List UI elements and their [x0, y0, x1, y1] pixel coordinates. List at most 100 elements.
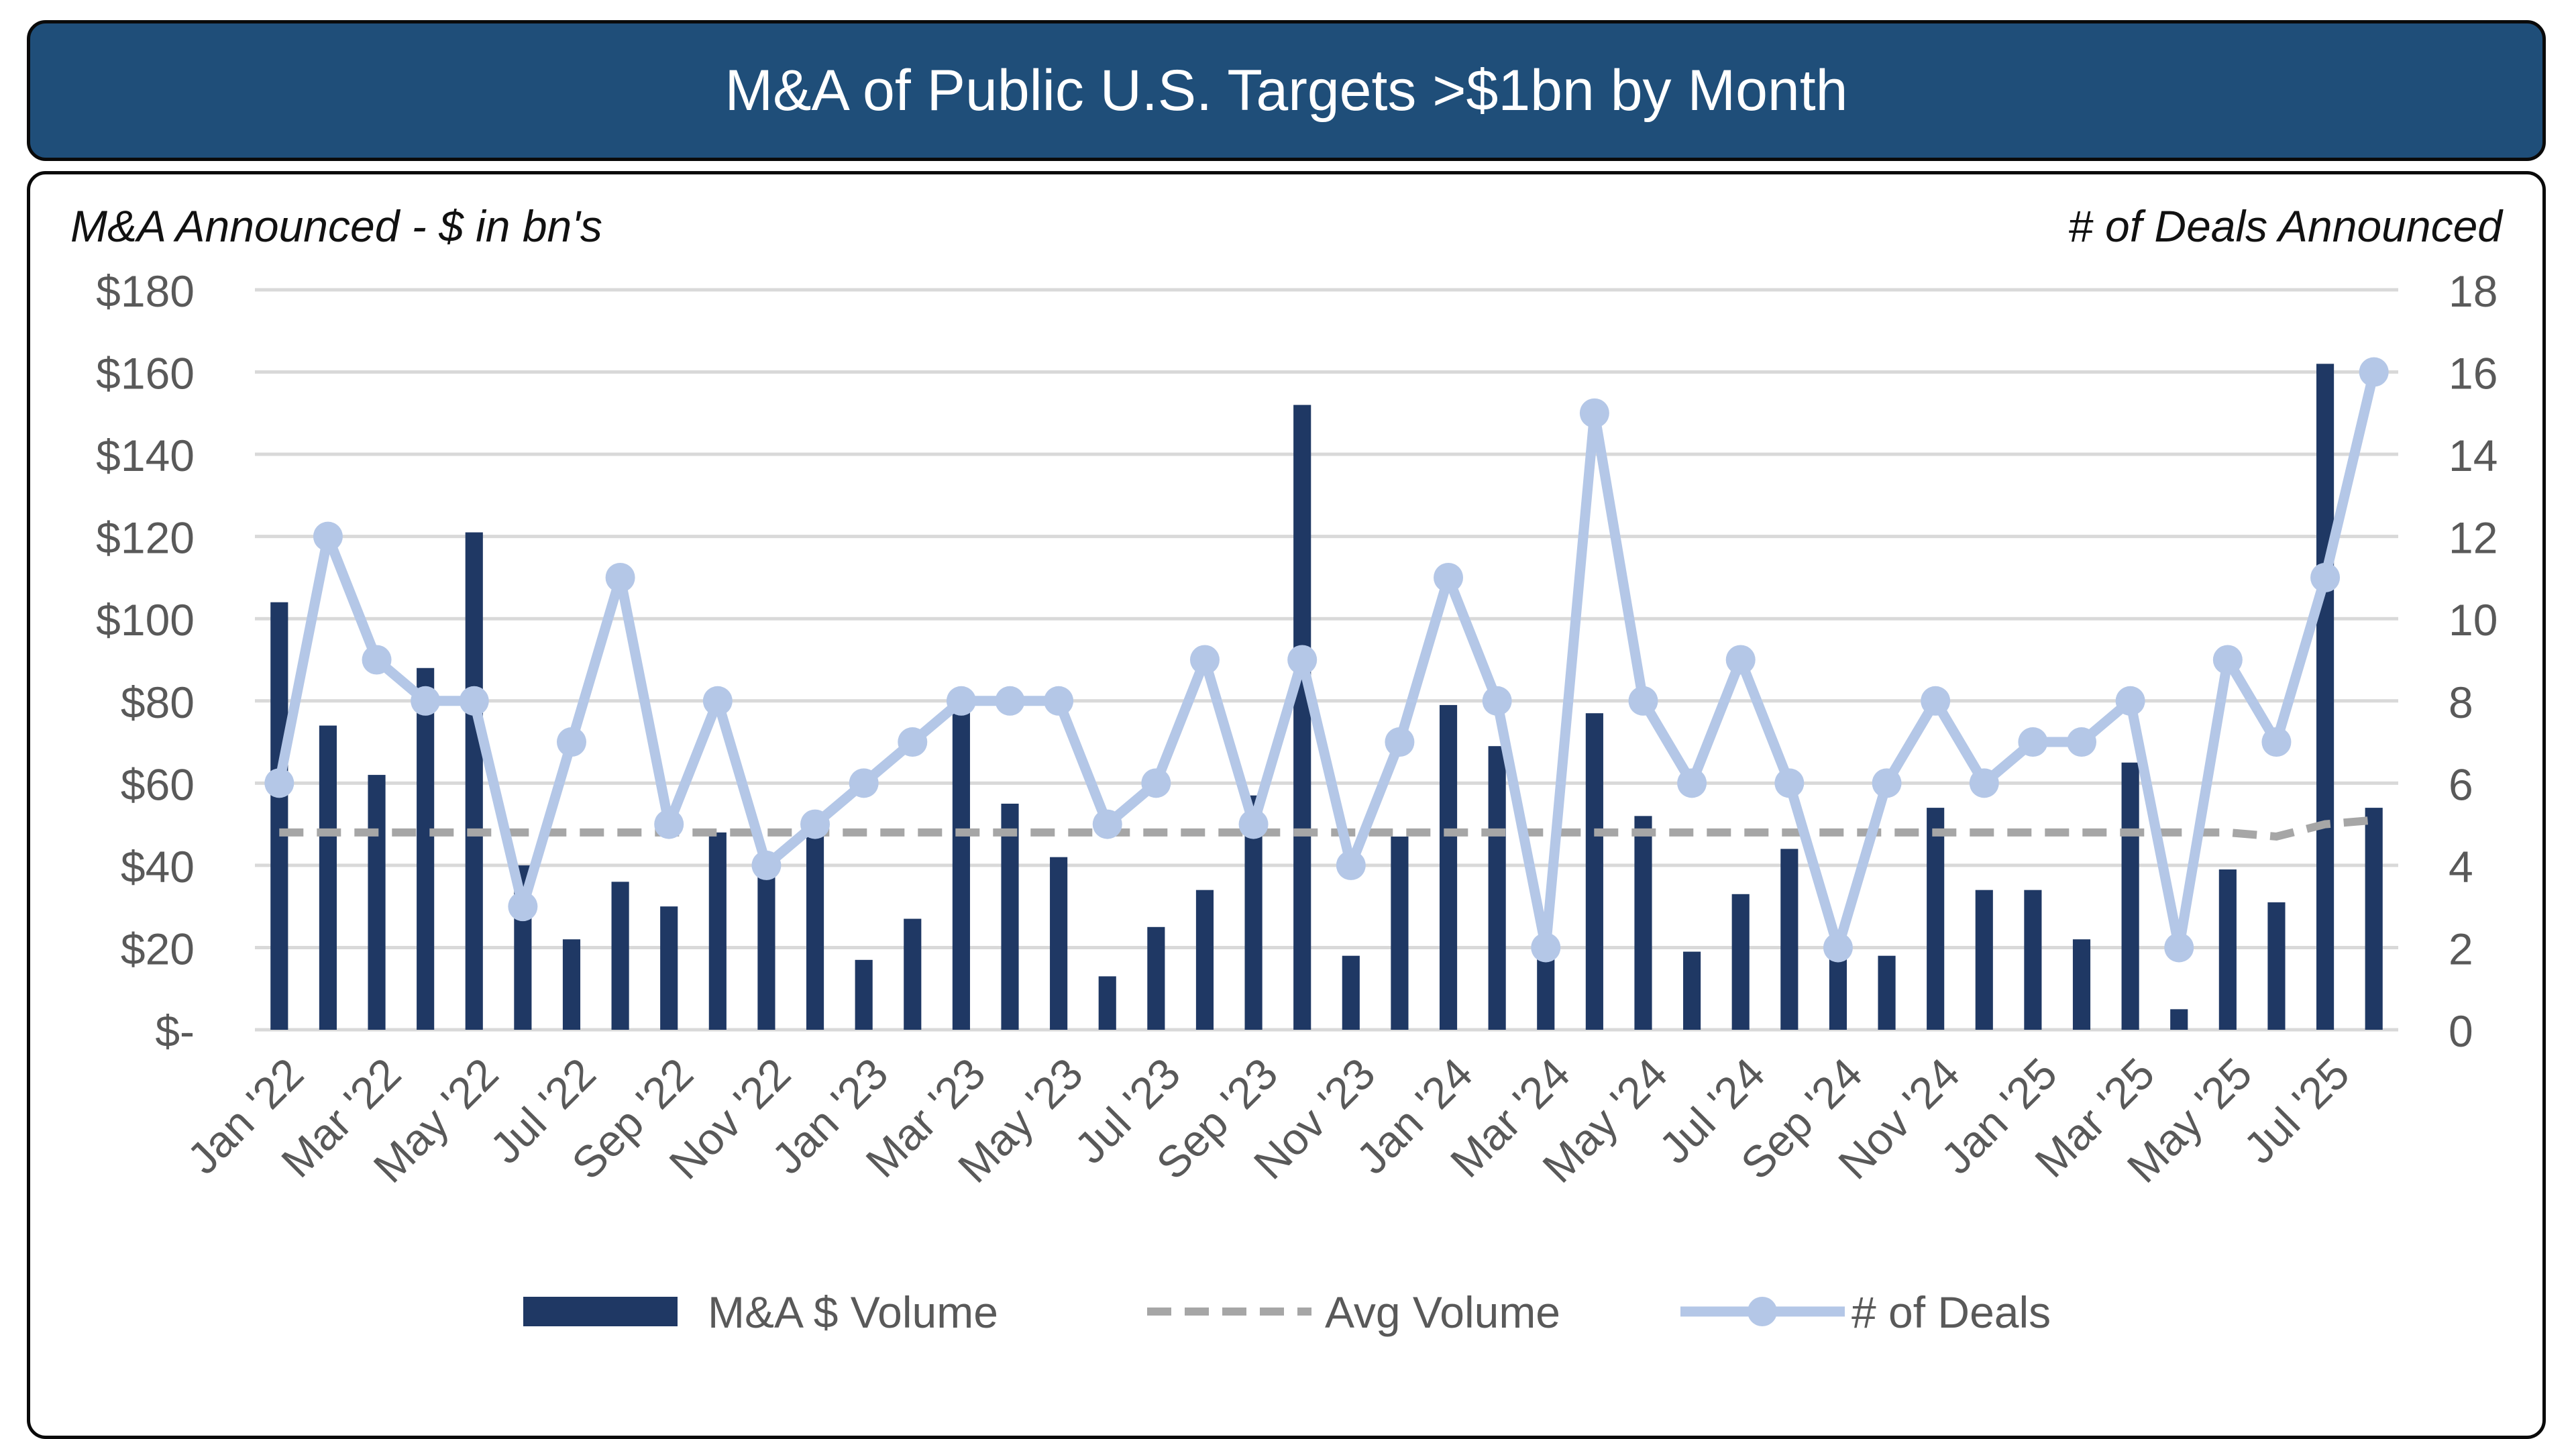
- bar-ma-volume: [2170, 1009, 2188, 1030]
- bar-ma-volume: [660, 906, 678, 1030]
- deals-point: [849, 768, 879, 798]
- deals-point: [508, 892, 538, 922]
- bar-ma-volume: [952, 709, 970, 1030]
- bar-ma-volume: [1098, 976, 1116, 1030]
- avg-volume-line: [279, 816, 2375, 841]
- y2-axis-title: # of Deals Announced: [2068, 201, 2504, 251]
- bar-ma-volume: [1780, 849, 1799, 1030]
- deals-point: [1579, 398, 1609, 428]
- bar-ma-volume: [1585, 713, 1603, 1030]
- deals-point: [1385, 727, 1415, 757]
- bar-ma-volume: [1001, 803, 1019, 1030]
- y2-tick-label: 4: [2449, 842, 2473, 892]
- chart-title: M&A of Public U.S. Targets >$1bn by Mont…: [724, 58, 1848, 123]
- deals-point: [1969, 768, 1999, 798]
- deals-point: [1677, 768, 1707, 798]
- deals-point: [1482, 686, 1512, 716]
- bar-ma-volume: [2121, 762, 2139, 1030]
- bar-ma-volume: [1927, 808, 1945, 1030]
- bar-ma-volume: [465, 532, 483, 1030]
- bar-ma-volume: [806, 832, 824, 1030]
- bar-ma-volume: [1391, 836, 1409, 1030]
- bar-ma-volume: [1050, 857, 1068, 1030]
- bar-ma-volume: [1342, 955, 1360, 1030]
- deals-point: [800, 809, 830, 839]
- legend-swatch-bar: [523, 1297, 678, 1326]
- y-tick-label: $20: [121, 924, 195, 973]
- y-tick-label: $80: [121, 678, 195, 727]
- deals-point: [1725, 645, 1756, 675]
- bar-ma-volume: [1634, 816, 1652, 1030]
- bar-ma-volume: [270, 602, 288, 1030]
- deals-point: [362, 645, 392, 675]
- deals-point: [1628, 686, 1658, 716]
- bar-ma-volume: [757, 873, 775, 1030]
- y2-tick-label: 2: [2449, 924, 2473, 973]
- y-tick-label: $120: [96, 513, 195, 563]
- bar-ma-volume: [2024, 890, 2042, 1030]
- y2-tick-label: 10: [2449, 595, 2498, 645]
- legend-swatch-deals-marker: [1748, 1297, 1777, 1326]
- y2-tick-label: 6: [2449, 759, 2473, 809]
- deals-point: [1872, 768, 1902, 798]
- y-tick-label: $40: [121, 842, 195, 892]
- chart-title-bar: M&A of Public U.S. Targets >$1bn by Mont…: [27, 20, 2546, 161]
- deals-point: [1238, 809, 1269, 839]
- deals-point: [654, 809, 684, 839]
- legend-label-volume: M&A $ Volume: [708, 1287, 998, 1337]
- deals-point: [1092, 809, 1122, 839]
- y2-tick-label: 18: [2449, 266, 2498, 316]
- deals-point: [1336, 850, 1366, 880]
- deals-point: [411, 686, 441, 716]
- bar-ma-volume: [319, 725, 337, 1030]
- bar-ma-volume: [1293, 405, 1311, 1030]
- bar-ma-volume: [1731, 894, 1750, 1030]
- deals-point: [313, 521, 343, 551]
- y-axis-title: M&A Announced - $ in bn's: [70, 201, 602, 251]
- bar-ma-volume: [1147, 926, 1165, 1030]
- deals-point: [898, 727, 928, 757]
- x-tick-label: Jul '25: [2234, 1049, 2359, 1173]
- deals-point: [264, 768, 294, 798]
- bar-ma-volume: [1439, 704, 1458, 1030]
- bar-ma-volume: [2267, 902, 2286, 1030]
- deals-point: [1044, 686, 1074, 716]
- deals-point: [1287, 645, 1318, 675]
- bar-ma-volume: [1488, 746, 1506, 1030]
- bar-ma-volume: [1975, 890, 1993, 1030]
- deals-point: [1434, 562, 1464, 592]
- bar-ma-volume: [2365, 808, 2383, 1030]
- bar-ma-volume: [2072, 939, 2091, 1030]
- deals-point: [1921, 686, 1951, 716]
- bar-ma-volume: [904, 918, 922, 1030]
- y-tick-label: $180: [96, 266, 195, 316]
- deals-point: [459, 686, 489, 716]
- bar-ma-volume: [368, 775, 386, 1030]
- deals-point: [1531, 932, 1561, 963]
- deals-point: [946, 686, 976, 716]
- bar-ma-volume: [2218, 869, 2237, 1030]
- deals-point: [1189, 645, 1220, 675]
- y-tick-label: $100: [96, 595, 195, 645]
- y-tick-label: $140: [96, 431, 195, 480]
- deals-point: [751, 850, 782, 880]
- deals-line: [274, 370, 2379, 953]
- y-tick-label: $-: [155, 1006, 195, 1056]
- deals-point: [2359, 357, 2389, 387]
- deals-point: [1141, 768, 1171, 798]
- deals-point: [1823, 932, 1853, 963]
- y2-tick-label: 0: [2449, 1006, 2473, 1056]
- deals-point: [2261, 727, 2292, 757]
- deals-point: [1774, 768, 1805, 798]
- legend-label-deals: # of Deals: [1851, 1287, 2051, 1337]
- y2-tick-label: 12: [2449, 513, 2498, 563]
- bar-ma-volume: [2316, 364, 2334, 1030]
- deals-point: [605, 562, 635, 592]
- y2-tick-label: 14: [2449, 431, 2498, 480]
- bar-ma-volume: [417, 668, 435, 1030]
- bar-ma-volume: [1878, 955, 1896, 1030]
- bar-ma-volume: [562, 939, 581, 1030]
- deals-point: [2164, 932, 2194, 963]
- y-tick-label: $160: [96, 349, 195, 398]
- legend-label-avg: Avg Volume: [1325, 1287, 1560, 1337]
